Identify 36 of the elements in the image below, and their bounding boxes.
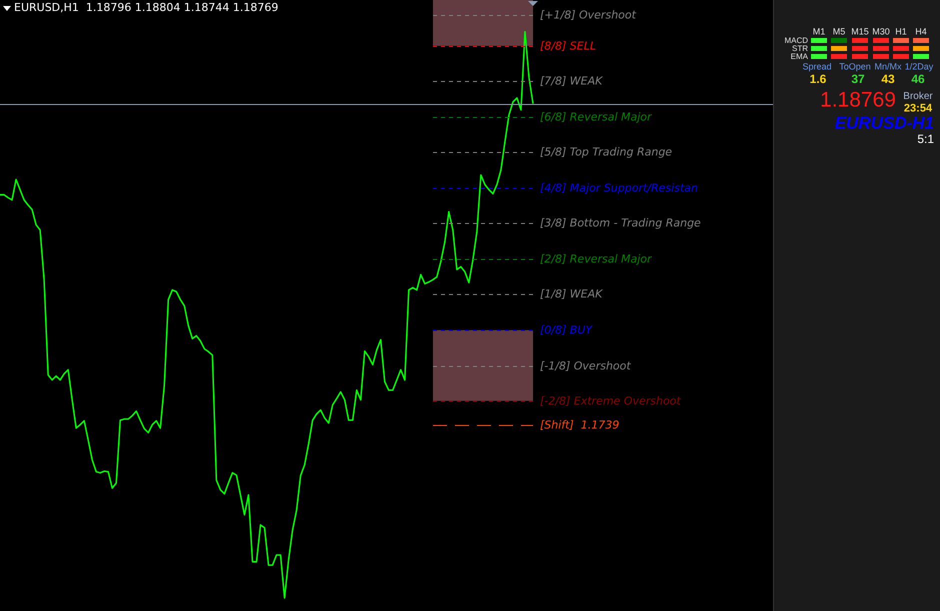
ref-line-label: [+1/8] Overshoot <box>540 8 637 22</box>
text: EURUSD-H1 <box>834 114 934 132</box>
text: M15 <box>851 26 869 36</box>
ref-line-label: [8/8] SELL <box>540 39 596 52</box>
text: 23:54 <box>904 102 932 114</box>
text: H4 <box>915 26 927 36</box>
ref-line-label: [4/8] Major Support/Resistan <box>540 181 698 194</box>
text: M30 <box>872 26 890 36</box>
text: Mn/Mx <box>874 62 902 72</box>
text: H1 <box>895 26 907 36</box>
ref-line-label: [3/8] Bottom - Trading Range <box>540 216 702 230</box>
text: MACD <box>784 36 808 45</box>
text: 1/2Day <box>904 62 934 72</box>
text: M1 <box>812 26 826 36</box>
ref-line-label: [Shift] 1.1739 <box>540 418 620 432</box>
text: ToOpen <box>839 62 871 72</box>
text: STR <box>792 44 808 53</box>
ref-line-label: [5/8] Top Trading Range <box>540 145 672 158</box>
text: 37 <box>851 72 865 86</box>
chart-title: EURUSD,H1 1.18796 1.18804 1.18744 1.18769 <box>14 1 278 14</box>
text: 5:1 <box>917 132 934 146</box>
ref-line-label: [7/8] WEAK <box>540 74 604 88</box>
text: M5 <box>832 26 846 36</box>
ref-line-label: [1/8] WEAK <box>540 287 604 300</box>
text: 1.18769 <box>820 88 896 112</box>
ref-line-label: [6/8] Reversal Major <box>540 110 654 124</box>
text: 1.6 <box>810 72 826 86</box>
ref-line-label: [0/8] BUY <box>540 323 594 336</box>
ref-line-label: [-1/8] Overshoot <box>540 359 632 372</box>
ref-line-label: [-2/8] Extreme Overshoot <box>540 394 682 408</box>
text: 43 <box>881 72 895 86</box>
ref-line-label: [2/8] Reversal Major <box>540 252 654 266</box>
text: 46 <box>911 72 925 86</box>
text: Spread <box>802 62 832 72</box>
text: EMA <box>790 52 808 61</box>
text: Broker <box>903 91 933 102</box>
